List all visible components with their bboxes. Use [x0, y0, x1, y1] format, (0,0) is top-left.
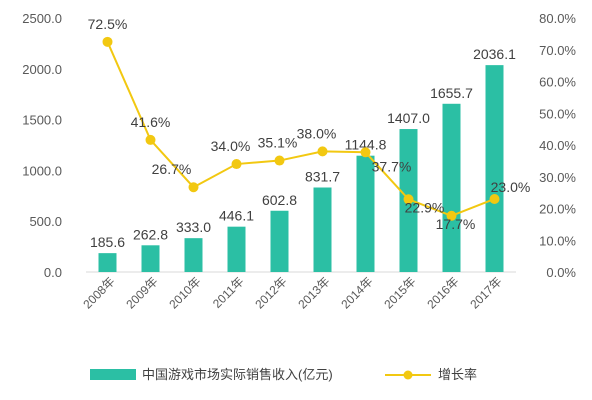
- bar-value-label: 2036.1: [473, 46, 516, 62]
- bar: [356, 155, 375, 272]
- x-tick-label: 2008年: [80, 274, 117, 311]
- bar: [141, 245, 160, 272]
- line-point: [489, 193, 500, 204]
- line-point: [317, 146, 328, 157]
- line-value-label: 17.7%: [436, 216, 476, 232]
- line-value-label: 72.5%: [88, 16, 128, 32]
- bar-value-label: 262.8: [133, 226, 168, 242]
- y-left-tick-label: 1000.0: [22, 163, 62, 178]
- y-left-tick-label: 2500.0: [22, 11, 62, 26]
- y-right-tick-label: 30.0%: [539, 170, 576, 185]
- x-tick-label: 2013年: [295, 274, 332, 311]
- bar-data-labels: 185.6 262.8 333.0 446.1 602.8 831.7 1144.81407…: [90, 46, 516, 250]
- y-right-tick-label: 80.0%: [539, 11, 576, 26]
- bar-value-label: 1407.0: [387, 110, 430, 126]
- x-tick-label: 2015年: [381, 274, 418, 311]
- y-right-tick-label: 70.0%: [539, 43, 576, 58]
- line-point: [274, 155, 285, 166]
- line-series: [102, 36, 500, 221]
- x-tick-label: 2014年: [338, 274, 375, 311]
- line-point: [403, 194, 414, 205]
- x-tick-label: 2011年: [210, 274, 247, 311]
- bar: [442, 103, 461, 272]
- legend: 中国游戏市场实际销售收入(亿元) 增长率: [90, 367, 477, 382]
- y-right-tick-label: 40.0%: [539, 138, 576, 153]
- legend-swatch-marker: [403, 370, 413, 380]
- line-value-label: 38.0%: [297, 125, 337, 141]
- y-axis-left: 0.0 500.0 1000.0 1500.0 2000.0 2500.0: [22, 11, 62, 280]
- bar: [270, 210, 289, 272]
- legend-label-line: 增长率: [438, 367, 477, 382]
- y-right-tick-label: 20.0%: [539, 202, 576, 217]
- y-right-tick-label: 0.0%: [546, 265, 576, 280]
- bar-value-label: 831.7: [305, 168, 340, 184]
- growth-rate-line: [106, 41, 495, 217]
- y-right-tick-label: 10.0%: [539, 233, 576, 248]
- line-point: [446, 210, 457, 221]
- line-point: [145, 134, 156, 145]
- line-point: [231, 159, 242, 170]
- bar-value-label: 602.8: [262, 192, 297, 208]
- y-left-tick-label: 500.0: [29, 214, 62, 229]
- y-left-tick-label: 1500.0: [22, 113, 62, 128]
- x-axis-ticks: 2008年 2009年 2010年 2011年 2012年 2013年 2014年 2015年…: [80, 274, 504, 311]
- line-point: [188, 182, 199, 193]
- line-value-label: 34.0%: [211, 138, 251, 154]
- bar-value-label: 1144.8: [345, 137, 387, 153]
- x-tick-label: 2016年: [424, 274, 461, 311]
- line-value-label: 37.7%: [372, 158, 412, 174]
- bar-value-label: 446.1: [219, 208, 254, 224]
- bar: [485, 65, 504, 273]
- x-tick-label: 2010年: [166, 274, 203, 311]
- bar-value-label: 1655.7: [430, 85, 473, 101]
- line-data-labels: 72.5% 41.6% 26.7% 34.0% 35.1%38.0% 37.7% 22.9%…: [88, 16, 531, 232]
- line-value-label: 41.6%: [131, 114, 171, 130]
- y-axis-right: 0.0% 10.0% 20.0% 30.0% 40.0% 50.0% 60.0% 70.0% 8…: [539, 11, 576, 280]
- y-left-tick-label: 0.0: [44, 265, 62, 280]
- line-value-label: 35.1%: [258, 135, 298, 151]
- y-right-tick-label: 60.0%: [539, 75, 576, 90]
- legend-label-bar: 中国游戏市场实际销售收入(亿元): [142, 367, 333, 382]
- bar: [313, 187, 332, 272]
- line-value-label: 23.0%: [491, 179, 531, 195]
- bar: [98, 253, 117, 272]
- bar-value-label: 185.6: [90, 234, 125, 250]
- x-tick-label: 2009年: [123, 274, 160, 311]
- line-value-label: 22.9%: [405, 199, 445, 215]
- bar: [227, 226, 246, 272]
- legend-swatch-bar: [90, 369, 136, 380]
- x-tick-label: 2012年: [252, 274, 289, 311]
- x-tick-label: 2017年: [467, 274, 504, 311]
- bar-value-label: 333.0: [176, 219, 211, 235]
- bar: [184, 238, 203, 272]
- line-point: [360, 147, 371, 158]
- line-value-label: 26.7%: [152, 161, 192, 177]
- y-left-tick-label: 2000.0: [22, 62, 62, 77]
- line-point: [102, 36, 113, 47]
- y-right-tick-label: 50.0%: [539, 106, 576, 121]
